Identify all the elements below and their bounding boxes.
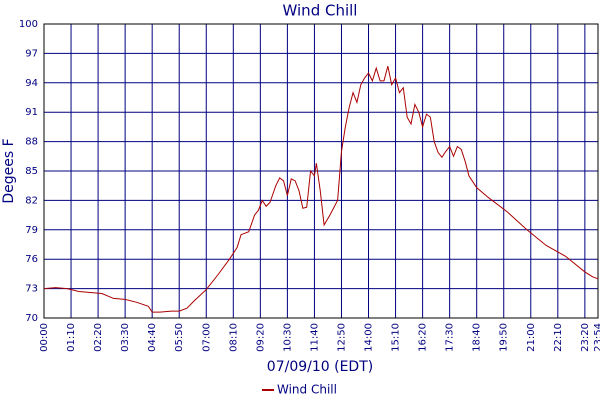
x-tick-label: 02:20 bbox=[93, 323, 104, 352]
x-tick-label: 07:00 bbox=[201, 323, 212, 352]
y-tick-label: 82 bbox=[25, 195, 38, 206]
x-tick-label: 18:40 bbox=[472, 323, 483, 352]
x-tick-label: 04:40 bbox=[147, 323, 158, 352]
x-tick-label: 14:00 bbox=[364, 323, 375, 352]
y-axis-label: Degees F bbox=[1, 138, 17, 203]
x-tick-label: 01:10 bbox=[66, 323, 77, 352]
y-tick-label: 70 bbox=[25, 313, 38, 324]
data-line bbox=[43, 66, 599, 313]
y-tick-label: 91 bbox=[25, 107, 38, 118]
x-tick-label: 17:30 bbox=[445, 323, 456, 352]
y-tick-label: 94 bbox=[25, 78, 38, 89]
x-tick-label: 22:10 bbox=[553, 323, 564, 352]
x-tick-label: 10:30 bbox=[282, 323, 293, 352]
x-tick-label: 09:20 bbox=[255, 323, 266, 352]
y-tick-label: 97 bbox=[25, 48, 38, 59]
y-tick-label: 85 bbox=[25, 166, 38, 177]
y-tick-label: 76 bbox=[25, 254, 38, 265]
chart-title: Wind Chill bbox=[283, 2, 358, 20]
x-tick-label: 23:54 bbox=[593, 323, 600, 352]
x-tick-label: 08:10 bbox=[228, 323, 239, 352]
x-tick-label: 05:50 bbox=[174, 323, 185, 352]
x-axis-label: 07/09/10 (EDT) bbox=[267, 359, 373, 375]
y-tick-label: 88 bbox=[25, 137, 38, 148]
x-tick-label: 16:20 bbox=[418, 323, 429, 352]
x-tick-label: 03:30 bbox=[120, 323, 131, 352]
x-tick-label: 19:50 bbox=[499, 323, 510, 352]
legend-label: Wind Chill bbox=[277, 383, 337, 397]
plot-border bbox=[43, 23, 599, 319]
y-tick-label: 79 bbox=[25, 225, 38, 236]
x-tick-label: 21:00 bbox=[526, 323, 537, 352]
y-tick-label: 73 bbox=[25, 284, 38, 295]
x-tick-label: 15:10 bbox=[391, 323, 402, 352]
y-tick-label: 100 bbox=[19, 19, 38, 30]
x-tick-label: 23:20 bbox=[580, 323, 591, 352]
x-tick-label: 12:50 bbox=[336, 323, 347, 352]
x-tick-label: 00:00 bbox=[39, 323, 50, 352]
x-tick-label: 11:40 bbox=[309, 323, 320, 352]
